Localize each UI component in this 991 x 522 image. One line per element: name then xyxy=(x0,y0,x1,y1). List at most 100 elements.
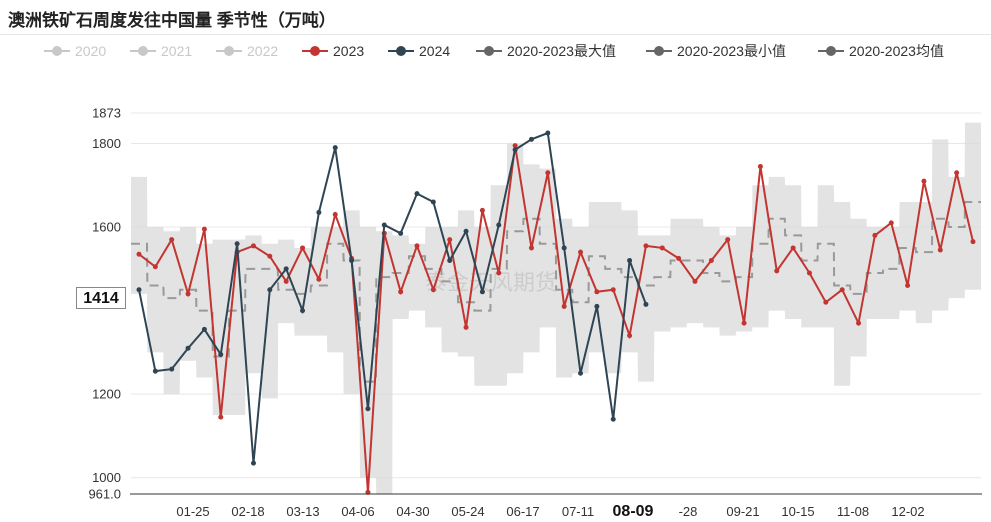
series-mean-line xyxy=(131,200,981,383)
series-2023-point xyxy=(578,249,584,255)
series-2024-point xyxy=(643,301,649,307)
series-2023-point xyxy=(659,245,665,251)
series-2024-point xyxy=(561,245,567,251)
series-2023-point xyxy=(692,278,698,284)
x-tick-label: 02-18 xyxy=(231,504,264,519)
series-2023-point xyxy=(790,245,796,251)
series-2024-point xyxy=(430,199,436,205)
series-2023-point xyxy=(741,320,747,326)
legend: 2020 2021 2022 2023 2024 2020-2023最大值 20… xyxy=(0,40,991,62)
series-2024-point xyxy=(349,257,355,263)
series-2023-point xyxy=(610,287,616,293)
series-2024-point xyxy=(447,257,453,263)
y-axis: 961.0 1000 1200 1600 1800 1873 xyxy=(88,106,121,502)
legend-marker-icon xyxy=(646,46,672,56)
series-2023-point xyxy=(905,283,911,289)
y-tick-label: 1000 xyxy=(92,470,121,485)
series-2024-point xyxy=(169,366,175,372)
legend-item-2023[interactable]: 2023 xyxy=(302,40,364,62)
legend-label: 2023 xyxy=(333,43,365,59)
series-2023-point xyxy=(806,270,812,276)
series-2024-point xyxy=(496,222,502,228)
series-2023-point xyxy=(725,237,731,243)
legend-item-2022[interactable]: 2022 xyxy=(216,40,278,62)
y-tick-label: 1800 xyxy=(92,136,121,151)
x-tick-label: 09-21 xyxy=(726,504,759,519)
y-tick-label: 1600 xyxy=(92,220,121,235)
series-2024-point xyxy=(283,266,289,272)
x-tick-label: 06-17 xyxy=(506,504,539,519)
legend-item-min[interactable]: 2020-2023最小值 xyxy=(646,40,786,62)
legend-label: 2020-2023均值 xyxy=(849,43,944,59)
series-2023-point xyxy=(479,207,485,213)
series-2023-point xyxy=(218,414,224,420)
x-tick-label: 10-15 xyxy=(781,504,814,519)
x-tick-label: 08-09 xyxy=(613,503,654,520)
series-2023-point xyxy=(512,143,518,149)
series-2023-point xyxy=(136,251,142,257)
series-2024-point xyxy=(545,130,551,136)
series-2024-point xyxy=(381,222,387,228)
legend-item-2020[interactable]: 2020 xyxy=(44,40,106,62)
series-2023-point xyxy=(545,170,551,176)
x-tick-label: 07-11 xyxy=(562,504,594,519)
x-tick-label: 11-08 xyxy=(837,504,869,519)
legend-label: 2020-2023最大值 xyxy=(507,43,616,59)
legend-item-2024[interactable]: 2024 xyxy=(388,40,450,62)
series-2023-point xyxy=(643,243,649,249)
series-2024-point xyxy=(627,257,633,263)
legend-marker-icon xyxy=(388,46,414,56)
series-2024-point xyxy=(610,416,616,422)
series-2024-point xyxy=(316,209,322,215)
legend-label: 2020-2023最小值 xyxy=(677,43,786,59)
x-tick-label: 05-24 xyxy=(451,504,484,519)
series-2023-point xyxy=(152,264,158,270)
legend-label: 2021 xyxy=(161,43,193,59)
y-tick-label: 1873 xyxy=(92,106,121,121)
min-max-band xyxy=(131,122,981,495)
series-2024-point xyxy=(250,460,256,466)
legend-label: 2020 xyxy=(75,43,107,59)
legend-item-2021[interactable]: 2021 xyxy=(130,40,192,62)
series-2023-point xyxy=(528,245,534,251)
legend-label: 2024 xyxy=(419,43,451,59)
chart-title: 澳洲铁矿石周度发往中国量 季节性（万吨） xyxy=(8,11,336,30)
series-2023-point xyxy=(447,237,453,243)
legend-marker-icon xyxy=(216,46,242,56)
legend-marker-icon xyxy=(302,46,328,56)
series-2024-point xyxy=(185,345,191,351)
series-2023-point xyxy=(594,289,600,295)
series-2024-point xyxy=(463,228,469,234)
series-2023-point xyxy=(627,333,633,339)
series-2023-point xyxy=(267,253,273,259)
series-2024-point xyxy=(136,287,142,293)
title-divider xyxy=(0,34,991,35)
series-2023-point xyxy=(283,278,289,284)
series-2023-point xyxy=(332,212,338,218)
x-tick-label: 12-02 xyxy=(891,504,924,519)
legend-marker-icon xyxy=(130,46,156,56)
legend-item-mean[interactable]: 2020-2023均值 xyxy=(818,40,944,62)
series-2024-point xyxy=(201,326,207,332)
series-2023-point xyxy=(872,232,878,238)
series-2023-point xyxy=(316,276,322,282)
series-2023-point xyxy=(888,220,894,226)
series-2024-line xyxy=(138,131,647,464)
series-2023-point xyxy=(463,324,469,330)
series-2023-point xyxy=(937,247,943,253)
y-tick-label: 961.0 xyxy=(88,487,121,502)
axis-pointer-label: 1414 xyxy=(76,287,126,309)
series-2023-point xyxy=(414,243,420,249)
series-2024-point xyxy=(398,230,404,236)
series-2024-point xyxy=(578,370,584,376)
series-2023-point xyxy=(561,303,567,309)
legend-marker-icon xyxy=(44,46,70,56)
series-2024-point xyxy=(152,368,158,374)
legend-item-max[interactable]: 2020-2023最大值 xyxy=(476,40,616,62)
series-2023-point xyxy=(169,237,175,243)
series-2023-point xyxy=(496,270,502,276)
series-2024 xyxy=(136,130,649,466)
series-2023-point xyxy=(970,239,976,245)
x-tick-label: 03-13 xyxy=(286,504,319,519)
